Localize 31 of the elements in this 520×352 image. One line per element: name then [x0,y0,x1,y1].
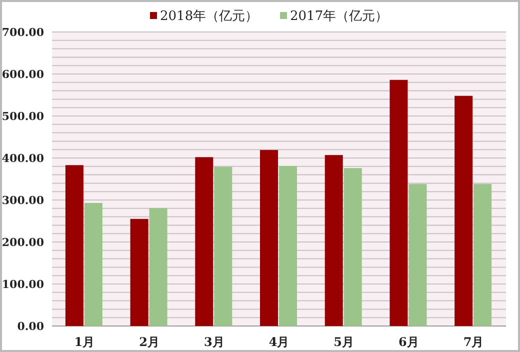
bar [474,184,492,326]
bar [130,218,148,326]
x-tick-label: 2月 [139,335,160,349]
bar [84,202,102,326]
y-tick-label: 200.00 [2,236,44,249]
y-tick-label: 0.00 [17,320,44,333]
legend-label: 2018年（亿元） [160,9,258,24]
y-tick-label: 700.00 [2,26,44,39]
x-tick-label: 1月 [74,335,95,349]
bar [149,208,168,326]
x-tick-label: 5月 [334,335,354,349]
bar [279,166,297,326]
y-tick-label: 600.00 [2,68,44,81]
y-tick-label: 100.00 [2,278,44,291]
x-tick-label: 6月 [398,335,419,349]
x-tick-label: 4月 [268,335,290,349]
y-tick-label: 400.00 [2,152,44,165]
bar [390,80,408,326]
bar [408,184,427,326]
bar [454,96,473,326]
bar [324,155,343,326]
bar [65,165,84,326]
legend-label: 2017年（亿元） [290,9,388,24]
bar [344,168,362,326]
bar [195,157,214,326]
y-tick-label: 300.00 [2,194,44,207]
bar [260,150,278,326]
x-tick-label: 7月 [463,335,484,349]
bar [214,166,232,326]
y-tick-label: 500.00 [2,110,44,123]
x-tick-label: 3月 [204,335,224,349]
